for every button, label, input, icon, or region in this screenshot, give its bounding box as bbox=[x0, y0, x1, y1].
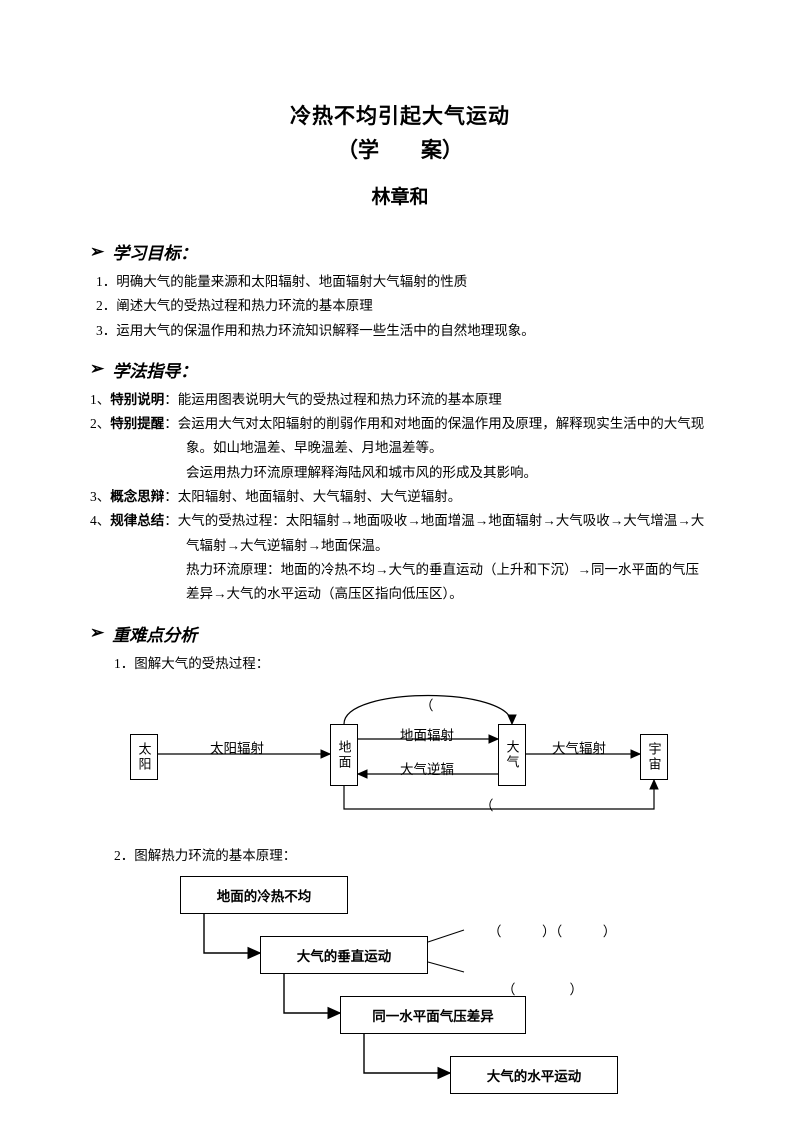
d2-paren-2: （ ） bbox=[502, 978, 583, 998]
method-item-cont: 会运用热力环流原理解释海陆风和城市风的形成及其影响。 bbox=[186, 461, 710, 485]
d1-paren: （ bbox=[480, 794, 494, 814]
method-item: 3、概念思辩：太阳辐射、地面辐射、大气辐射、大气逆辐射。 bbox=[90, 485, 710, 509]
section-heading-text: 重难点分析 bbox=[112, 621, 197, 646]
d1-node-air: 大气 bbox=[498, 724, 526, 786]
d1-paren: （ bbox=[420, 694, 434, 714]
goal-item: 2．阐述大气的受热过程和热力环流的基本原理 bbox=[96, 294, 710, 318]
d2-node-b: 大气的垂直运动 bbox=[260, 936, 428, 974]
triangle-icon: ➢ bbox=[90, 242, 104, 262]
methods-list: 1、特别说明：能运用图表说明大气的受热过程和热力环流的基本原理2、特别提醒：会运… bbox=[90, 388, 710, 607]
analysis-sub2: 2．图解热力环流的基本原理： bbox=[114, 844, 710, 868]
doc-title: 冷热不均引起大气运动 bbox=[90, 100, 710, 130]
method-item: 1、特别说明：能运用图表说明大气的受热过程和热力环流的基本原理 bbox=[90, 388, 710, 412]
d1-arrow-label: 太阳辐射 bbox=[210, 737, 264, 757]
thermal-circulation-diagram: 地面的冷热不均大气的垂直运动同一水平面气压差异大气的水平运动（ ）（ ）（ ） bbox=[140, 876, 660, 1106]
method-item-cont: 热力环流原理：地面的冷热不均→大气的垂直运动（上升和下沉）→同一水平面的气压差异… bbox=[186, 558, 710, 607]
d1-arrow-label: 大气辐射 bbox=[552, 737, 606, 757]
goal-item: 3．运用大气的保温作用和热力环流知识解释一些生活中的自然地理现象。 bbox=[96, 319, 710, 343]
d1-arrow-label: 大气逆辐 bbox=[400, 758, 454, 778]
section-heading-text: 学习目标： bbox=[112, 239, 197, 264]
section-goals-heading: ➢ 学习目标： bbox=[90, 239, 710, 264]
d2-paren-1: （ ）（ ） bbox=[488, 920, 616, 940]
goal-item: 1．明确大气的能量来源和太阳辐射、地面辐射大气辐射的性质 bbox=[96, 270, 710, 294]
section-analysis-heading: ➢ 重难点分析 bbox=[90, 621, 710, 646]
analysis-sub1: 1．图解大气的受热过程： bbox=[114, 652, 710, 676]
method-item: 4、规律总结：大气的受热过程：太阳辐射→地面吸收→地面增温→地面辐射→大气吸收→… bbox=[90, 509, 710, 558]
d1-node-space: 宇宙 bbox=[640, 734, 668, 780]
section-heading-text: 学法指导： bbox=[112, 357, 197, 382]
section-methods-heading: ➢ 学法指导： bbox=[90, 357, 710, 382]
doc-subtitle: （学 案） bbox=[90, 134, 710, 164]
d2-node-a: 地面的冷热不均 bbox=[180, 876, 348, 914]
page: 冷热不均引起大气运动 （学 案） 林章和 ➢ 学习目标： 1．明确大气的能量来源… bbox=[0, 0, 800, 1146]
d2-node-d: 大气的水平运动 bbox=[450, 1056, 618, 1094]
d2-node-c: 同一水平面气压差异 bbox=[340, 996, 526, 1034]
doc-author: 林章和 bbox=[90, 182, 710, 209]
method-item: 2、特别提醒：会运用大气对太阳辐射的削弱作用和对地面的保温作用及原理，解释现实生… bbox=[90, 412, 710, 461]
triangle-icon: ➢ bbox=[90, 623, 104, 643]
d1-node-ground: 地面 bbox=[330, 724, 358, 786]
triangle-icon: ➢ bbox=[90, 359, 104, 379]
heat-process-diagram: 太阳 地面 大气 宇宙 太阳辐射 地面辐射大气逆辐 大气辐射 （ （ bbox=[120, 684, 680, 834]
d1-arrow-label: 地面辐射 bbox=[400, 724, 454, 744]
d1-node-sun: 太阳 bbox=[130, 734, 158, 780]
